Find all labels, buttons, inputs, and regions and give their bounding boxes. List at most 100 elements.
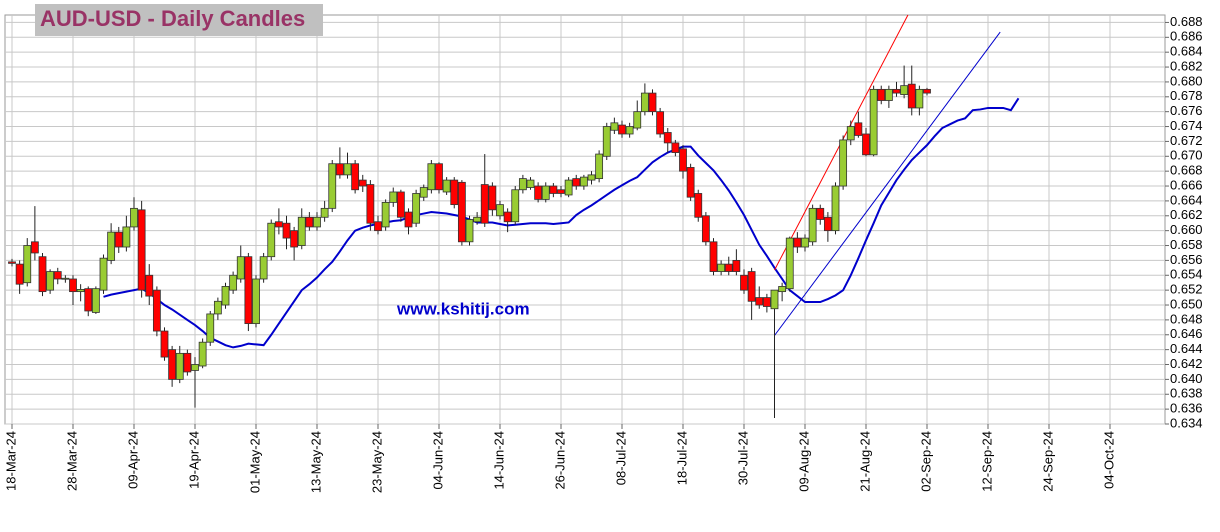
candle-body (320, 207, 329, 218)
candle-body (671, 142, 680, 153)
candle-body (305, 216, 314, 228)
candle-body (23, 245, 32, 284)
candle-body (877, 88, 886, 101)
candle-body (175, 352, 184, 380)
moving-average-line (103, 97, 1020, 349)
candle-body (229, 274, 238, 291)
y-tick-label: 0.658 (1170, 237, 1203, 252)
candle-body (130, 207, 138, 228)
x-tick-label: 04-Jun-24 (430, 431, 445, 490)
candle-body (686, 167, 695, 198)
candle-body (907, 83, 916, 109)
candle-body (679, 148, 687, 172)
candle-body (579, 176, 588, 187)
y-tick-label: 0.636 (1170, 401, 1203, 416)
candle-body (785, 237, 794, 290)
x-tick-label: 23-May-24 (369, 431, 384, 493)
candle-body (595, 153, 604, 179)
y-tick-label: 0.640 (1170, 371, 1203, 386)
y-tick-label: 0.684 (1170, 44, 1203, 59)
candle-body (587, 174, 596, 181)
y-tick-label: 0.676 (1170, 103, 1203, 118)
candle-body (755, 297, 764, 306)
candle-body (374, 221, 382, 232)
candle-body (442, 179, 451, 193)
candle-body (15, 263, 24, 285)
candle-body (549, 185, 558, 194)
x-tick-label: 18-Jul-24 (674, 431, 689, 485)
candle-body (663, 132, 672, 144)
candle-body (778, 286, 787, 293)
candle-body (503, 211, 512, 223)
candle-body (457, 181, 466, 243)
candle-body (557, 189, 565, 194)
candle-body (488, 185, 497, 211)
candle-body (831, 185, 840, 232)
candle-body (328, 163, 337, 209)
candle-body (770, 289, 779, 310)
candle-body (869, 88, 878, 156)
candle-body (221, 286, 230, 306)
candle-body (145, 274, 154, 297)
candle-body (618, 124, 626, 135)
x-tick-label: 09-Apr-24 (125, 431, 140, 489)
y-tick-label: 0.660 (1170, 222, 1203, 237)
candle-body (633, 111, 642, 129)
x-tick-label: 08-Jul-24 (613, 431, 628, 485)
candle-body (427, 163, 436, 191)
y-tick-label: 0.668 (1170, 163, 1203, 178)
candle-body (297, 216, 306, 246)
candle-body (8, 261, 16, 264)
candle-body (496, 204, 504, 217)
candle-body (282, 222, 291, 239)
y-tick-label: 0.646 (1170, 326, 1203, 341)
candle-body (206, 313, 215, 343)
x-tick-label: 02-Sep-24 (918, 431, 933, 492)
candle-body (839, 139, 848, 187)
y-tick-label: 0.688 (1170, 14, 1203, 29)
candle-body (610, 122, 619, 131)
candle-body (99, 257, 108, 291)
candle-body (389, 191, 398, 203)
candle-body (465, 219, 474, 243)
candle-body (122, 226, 131, 248)
candle-body (923, 88, 931, 94)
candle-body (183, 352, 192, 373)
plot-frame (4, 14, 1166, 425)
x-tick-label: 04-Oct-24 (1101, 431, 1116, 489)
candle-body (884, 88, 893, 101)
candle-body (694, 193, 703, 218)
x-tick-label: 12-Sep-24 (979, 431, 994, 492)
candle-body (640, 92, 649, 113)
candle-body (793, 237, 802, 248)
candle-body (53, 271, 62, 280)
y-tick-label: 0.642 (1170, 356, 1203, 371)
candle-body (900, 85, 909, 95)
candle-body (732, 259, 741, 272)
candle-body (290, 230, 299, 248)
y-tick-label: 0.670 (1170, 148, 1203, 163)
x-tick-label: 26-Jun-24 (552, 431, 567, 490)
x-tick-label: 19-Apr-24 (186, 431, 201, 489)
y-tick-label: 0.674 (1170, 118, 1203, 133)
candle-body (244, 256, 253, 325)
candle-body (91, 288, 100, 313)
candle-body (46, 271, 55, 291)
candle-body (61, 277, 70, 280)
candle-body (526, 179, 535, 188)
watermark: www.kshitij.com (396, 299, 530, 318)
candle-body (816, 207, 825, 220)
candle-body (358, 179, 367, 187)
y-tick-label: 0.672 (1170, 133, 1203, 148)
candle-body (381, 201, 390, 228)
x-tick-label: 21-Aug-24 (857, 431, 872, 492)
candle-body (564, 179, 573, 196)
candle-body (335, 163, 344, 176)
candle-body (259, 256, 268, 280)
y-tick-label: 0.666 (1170, 177, 1203, 192)
chart-title: AUD-USD - Daily Candles (40, 6, 305, 31)
y-tick-label: 0.652 (1170, 282, 1203, 297)
x-tick-label: 28-Mar-24 (64, 431, 79, 491)
candle-body (892, 88, 901, 94)
candle-body (419, 187, 428, 198)
